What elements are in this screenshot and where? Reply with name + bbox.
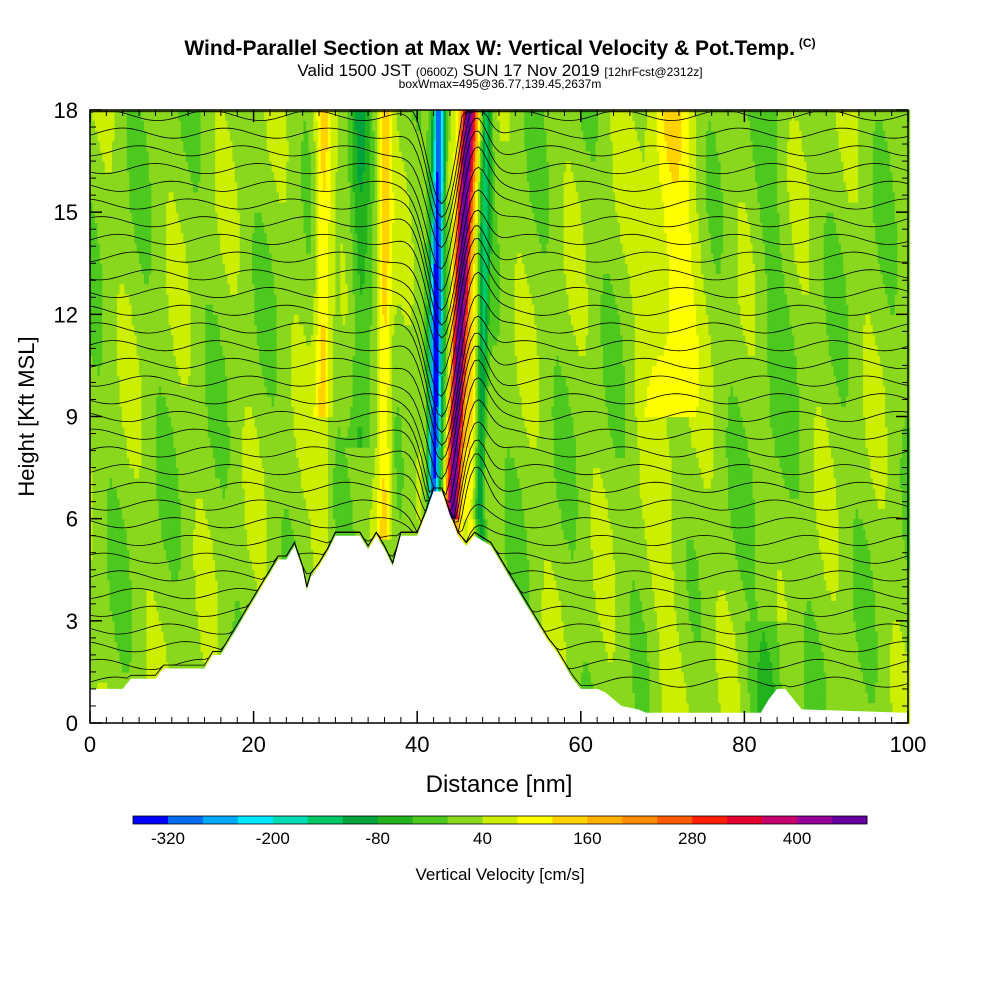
colorbar-swatch [622, 816, 658, 824]
theta-contour-line [89, 466, 909, 534]
colorbar-tick-label: 40 [473, 829, 492, 848]
colorbar-swatch [377, 816, 414, 824]
x-axis-label: Distance [nm] [426, 771, 573, 798]
colorbar-tick-label: -200 [256, 829, 290, 848]
theta-contour-line [89, 332, 909, 461]
theta-contour-line [89, 117, 909, 249]
theta-contour-line [89, 130, 909, 270]
copyright-mark: (C) [799, 36, 816, 50]
colorbar-swatch [587, 816, 623, 824]
colorbar-swatch [482, 816, 518, 824]
colorbar-swatch [797, 816, 833, 824]
colorbar-swatch [727, 816, 763, 824]
colorbar-swatch [307, 816, 344, 824]
colorbar-tick-label: 280 [678, 829, 706, 848]
theta-contour-line [89, 271, 909, 418]
x-tick-label: 40 [405, 732, 429, 757]
y-tick-label: 18 [54, 98, 78, 123]
colorbar-tick-label: -320 [151, 829, 185, 848]
theta-contour-line [89, 238, 909, 375]
x-tick-label: 60 [569, 732, 593, 757]
theta-contour-line [89, 209, 909, 339]
theta-contour-line [89, 315, 909, 446]
y-tick-label: 0 [66, 711, 78, 736]
colorbar-swatch [447, 816, 484, 824]
theta-contour-line [89, 111, 909, 232]
x-tick-label: 80 [732, 732, 756, 757]
colorbar-swatch [202, 816, 239, 824]
colorbar-swatch [412, 816, 449, 824]
y-tick-label: 9 [66, 405, 78, 430]
colorbar-swatch [342, 816, 379, 824]
colorbar-frame [132, 815, 868, 825]
colorbar-swatch [692, 816, 728, 824]
theta-contour-line [89, 487, 909, 547]
theta-contour-line [89, 294, 909, 434]
chart-title: Wind-Parallel Section at Max W: Vertical… [0, 36, 1000, 61]
theta-contour-line [89, 189, 909, 326]
chart-subtitle-2: boxWmax=495@36.77,139.45,2637m [0, 77, 1000, 91]
colorbar-swatch [237, 816, 274, 824]
y-tick-label: 15 [54, 200, 78, 225]
colorbar-tick-label: 400 [783, 829, 811, 848]
theta-contour-line [89, 359, 909, 496]
theta-contour-line [89, 421, 909, 519]
x-tick-label: 0 [84, 732, 96, 757]
x-tick-label: 20 [241, 732, 265, 757]
colorbar-swatch [133, 816, 169, 824]
colorbar-swatch [517, 816, 553, 824]
y-tick-label: 12 [54, 302, 78, 327]
colorbar-label: Vertical Velocity [cm/s] [415, 865, 584, 884]
colorbar-tick-label: 160 [573, 829, 601, 848]
colorbar-swatch [657, 816, 693, 824]
theta-contour-line [89, 487, 909, 533]
theta-contour-line [89, 377, 909, 504]
theta-contour-line [89, 146, 909, 292]
theta-contour-line [89, 453, 909, 524]
terrain [90, 491, 908, 723]
colorbar-swatch [272, 816, 309, 824]
theta-contour-line [90, 399, 909, 514]
y-tick-label: 3 [66, 609, 78, 634]
theta-contour-line [89, 487, 909, 564]
theta-contour-line [89, 166, 909, 311]
colorbar-swatch [167, 816, 204, 824]
colorbar-swatch [832, 816, 868, 824]
chart-subtitle: Valid 1500 JST (0600Z) SUN 17 Nov 2019 [… [0, 61, 1000, 81]
colorbar-swatch [762, 816, 798, 824]
theta-contour-line [89, 487, 909, 582]
colorbar-tick-label: -80 [365, 829, 390, 848]
theta-contour-line [89, 252, 909, 397]
y-axis-label: Height [Kft MSL] [14, 336, 39, 496]
y-tick-label: 6 [66, 507, 78, 532]
x-tick-label: 100 [890, 732, 927, 757]
theta-contour-line [89, 439, 909, 524]
colorbar-swatch [552, 816, 588, 824]
theta-contour-line [89, 345, 909, 480]
theta-contour-line [89, 225, 908, 354]
